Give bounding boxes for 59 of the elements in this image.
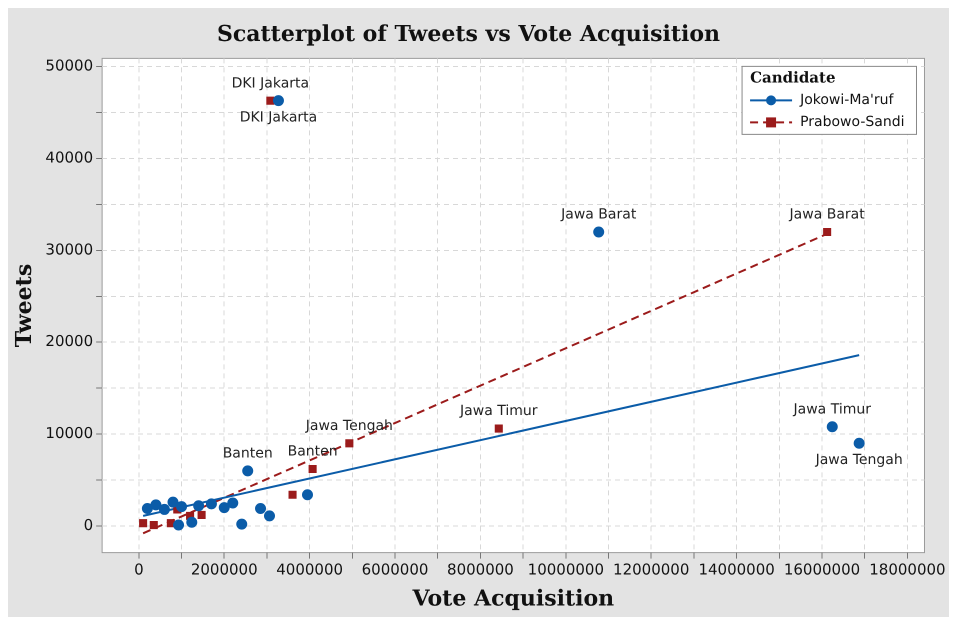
x-tick-label: 8000000 <box>447 560 514 578</box>
point <box>206 498 217 510</box>
point <box>218 502 230 514</box>
annotation: Jawa Tengah <box>304 418 393 434</box>
legend-title: Candidate <box>750 68 836 86</box>
point <box>186 516 198 528</box>
y-tick-label: 50000 <box>45 56 94 75</box>
point <box>308 464 317 474</box>
point <box>264 510 275 522</box>
point <box>236 518 248 530</box>
point <box>150 499 162 510</box>
point <box>142 503 153 514</box>
x-tick-label: 16000000 <box>784 560 860 578</box>
y-tick-label: 40000 <box>45 148 94 166</box>
point <box>198 510 206 519</box>
point <box>139 519 148 528</box>
y-tick-label: 30000 <box>45 240 94 258</box>
point <box>593 226 604 238</box>
point <box>227 497 238 508</box>
annotation: Jawa Tengah <box>814 452 903 468</box>
y-tick-label: 20000 <box>45 332 94 350</box>
x-tick-label: 4000000 <box>276 560 344 578</box>
y-tick-label: 0 <box>84 516 94 534</box>
point <box>826 421 838 432</box>
x-tick-label: 0 <box>134 560 144 578</box>
annotation: Banten <box>222 445 273 462</box>
point <box>150 521 158 530</box>
annotation: Jawa Timur <box>459 403 538 420</box>
point <box>193 500 204 512</box>
point <box>173 520 184 531</box>
annotation: Jawa Barat <box>560 206 637 223</box>
x-tick-label: 18000000 <box>869 560 946 578</box>
annotation: Jawa Barat <box>788 206 866 223</box>
x-tick-label: 2000000 <box>190 560 258 578</box>
legend-label: Prabowo-Sandi <box>800 114 904 130</box>
point <box>167 496 178 508</box>
annotation: Jawa Timur <box>792 401 872 418</box>
y-axis-title: Tweets <box>10 264 37 348</box>
point <box>345 439 354 448</box>
point <box>176 501 188 512</box>
point <box>158 504 170 515</box>
x-tick-label: 10000000 <box>528 560 604 578</box>
x-tick-label: 6000000 <box>362 560 428 578</box>
point <box>288 490 297 499</box>
chart-title: Scatterplot of Tweets vs Vote Acquisition <box>216 20 720 47</box>
y-tick-label: 10000 <box>45 424 94 442</box>
point <box>854 438 865 449</box>
point <box>255 503 266 514</box>
point <box>272 95 284 106</box>
point <box>494 424 503 433</box>
annotation: DKI Jakarta <box>240 109 318 126</box>
x-tick-label: 14000000 <box>698 560 775 578</box>
annotation: DKI Jakarta <box>232 75 310 92</box>
point <box>823 228 832 236</box>
point <box>242 465 254 476</box>
x-tick-label: 12000000 <box>613 560 690 578</box>
x-axis-title: Vote Acquisition <box>411 586 614 612</box>
legend-label: Jokowi-Ma'ruf <box>799 92 894 108</box>
point <box>302 489 313 500</box>
